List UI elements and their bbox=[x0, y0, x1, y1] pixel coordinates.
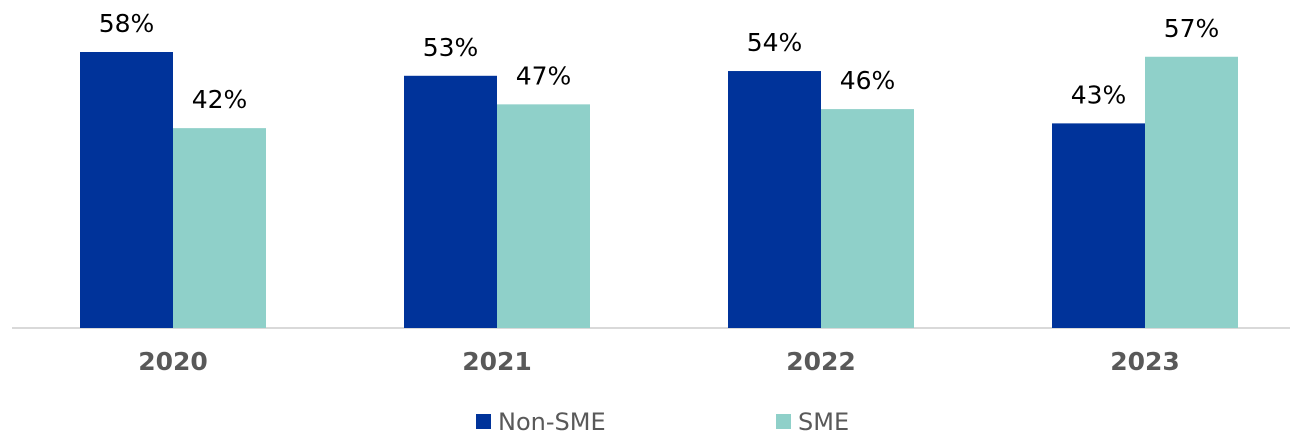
bar bbox=[821, 109, 914, 328]
bar bbox=[497, 104, 590, 329]
data-label: 42% bbox=[192, 85, 248, 114]
bar bbox=[173, 128, 266, 328]
legend-label: Non-SME bbox=[498, 408, 606, 434]
data-label: 53% bbox=[423, 33, 479, 62]
data-label: 43% bbox=[1071, 80, 1127, 109]
bar bbox=[404, 75, 497, 328]
data-label: 54% bbox=[747, 28, 803, 57]
data-label: 58% bbox=[99, 9, 155, 38]
bar bbox=[1145, 56, 1238, 329]
bar bbox=[80, 52, 173, 328]
data-label: 46% bbox=[840, 66, 896, 95]
x-tick-label: 2023 bbox=[1110, 347, 1180, 376]
legend-swatch bbox=[476, 414, 491, 429]
bar bbox=[1052, 123, 1145, 329]
legend-swatch bbox=[776, 414, 791, 429]
x-tick-label: 2020 bbox=[138, 347, 208, 376]
bar bbox=[728, 71, 821, 328]
data-label: 47% bbox=[516, 61, 572, 90]
x-tick-label: 2021 bbox=[462, 347, 532, 376]
x-tick-label: 2022 bbox=[786, 347, 856, 376]
data-label: 57% bbox=[1164, 14, 1220, 43]
legend-label: SME bbox=[798, 408, 849, 434]
